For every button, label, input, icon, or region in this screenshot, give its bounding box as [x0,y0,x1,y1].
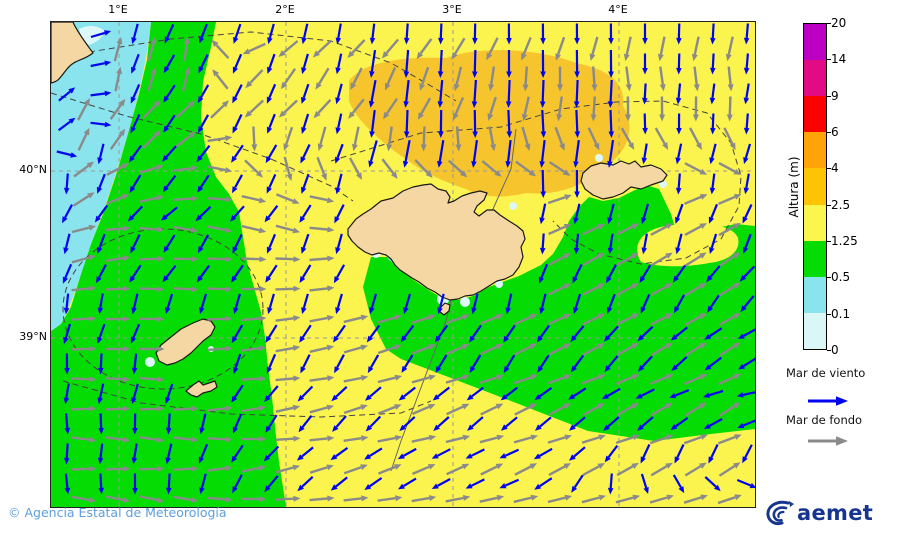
sea-region-yellow-tongue [637,223,739,267]
sea-region-cyan-northwest [51,22,151,331]
wave-height-map [50,21,756,508]
colorbar-ticklabel-6: 1.25 [831,234,858,248]
calm-water-spot-3 [495,280,503,288]
colorbar-segment-8 [804,312,826,350]
aemet-logo-icon [766,500,794,526]
land-ibiza [155,318,216,366]
colorbar-tickmark-8 [827,313,831,315]
colorbar-ticklabel-8: 0.1 [831,306,851,321]
lat-label-1: 39°N [19,330,47,343]
colorbar-segment-3 [804,132,826,169]
colorbar-ticklabel-0: 20 [831,16,847,30]
colorbar [803,23,827,350]
colorbar-segment-7 [804,276,826,314]
copyright-text: © Agencia Estatal de Meteorología [8,505,227,520]
colorbar-ticklabel-7: 0.5 [831,270,851,285]
colorbar-tickmark-1 [827,59,831,61]
colorbar-tickmark-5 [827,204,831,206]
colorbar-segment-5 [804,204,826,242]
colorbar-segment-1 [804,60,826,97]
colorbar-ticklabel-2: 9 [831,88,839,103]
colorbar-segment-0 [804,24,826,61]
wind-legend-label: Mar de viento [786,366,866,380]
colorbar-ticklabel-3: 6 [831,125,839,139]
aemet-logo-text: aemet [797,501,874,525]
land-formentera [185,380,218,398]
aemet-logo: aemet [764,499,873,527]
colorbar-ticklabel-4: 4 [831,161,839,176]
calm-water-spot-2 [460,297,470,307]
colorbar-tickmark-7 [827,277,831,279]
colorbar-tickmark-6 [827,241,831,242]
lon-label-2: 3°E [442,3,462,16]
colorbar-ticklabel-9: 0 [831,343,839,357]
calm-water-spot-7 [145,357,155,367]
lon-label-3: 4°E [608,3,628,16]
lon-label-1: 2°E [275,3,295,16]
colorbar-title: Altura (m) [787,156,801,218]
map-canvas [51,22,755,507]
swell-legend-label: Mar de fondo [786,413,863,427]
zone-boundary-ellipse [62,228,264,390]
land-mallorca [347,183,526,301]
colorbar-tickmark-4 [827,168,831,170]
land-menorca [580,160,668,200]
zone-boundary-dashed-0 [51,92,354,202]
land-catalonia-coast [51,22,94,84]
calm-water-spot-4 [509,202,517,210]
colorbar-segment-4 [804,168,826,206]
wind-arrows [56,23,755,495]
colorbar-ticklabel-1: 14 [831,52,847,67]
colorbar-segment-2 [804,96,826,133]
colorbar-ticklabel-5: 2.5 [831,197,851,212]
lon-label-0: 1°E [108,3,128,16]
lat-label-0: 40°N [19,163,47,176]
colorbar-tickmark-0 [827,23,831,24]
land-cabrera [439,302,451,316]
colorbar-tickmark-9 [827,350,831,351]
calm-water-spot-5 [595,154,603,162]
swell-arrows [71,36,742,505]
colorbar-segment-6 [804,240,826,278]
swell-arrow-icon [808,436,848,446]
sea-region-pale-coastal [79,25,105,45]
sea-region-green-west [51,22,286,507]
colorbar-tickmark-3 [827,132,831,133]
zone-boundary-dashed-2 [330,100,742,265]
colorbar-tickmark-2 [827,95,831,97]
wind-arrow-icon [808,396,848,406]
